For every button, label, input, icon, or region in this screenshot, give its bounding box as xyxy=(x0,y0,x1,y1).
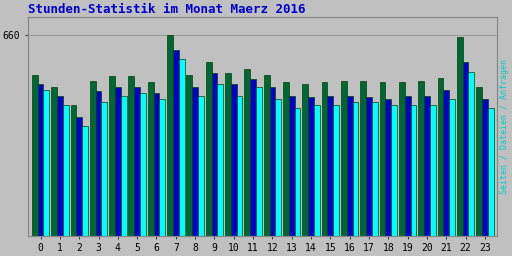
Bar xyxy=(186,75,192,236)
Bar xyxy=(418,81,424,236)
Bar xyxy=(372,102,378,236)
Bar xyxy=(57,96,63,236)
Bar xyxy=(167,35,173,236)
Bar xyxy=(101,102,107,236)
Bar xyxy=(366,98,372,236)
Bar xyxy=(82,126,88,236)
Bar xyxy=(129,76,134,236)
Bar xyxy=(231,84,237,236)
Bar xyxy=(256,87,262,236)
Bar xyxy=(198,96,204,236)
Bar xyxy=(333,105,339,236)
Bar xyxy=(154,93,159,236)
Bar xyxy=(173,50,179,236)
Bar xyxy=(269,87,275,236)
Bar xyxy=(134,87,140,236)
Bar xyxy=(283,82,289,236)
Bar xyxy=(76,117,82,236)
Bar xyxy=(115,87,121,236)
Bar xyxy=(71,105,76,236)
Bar xyxy=(63,105,69,236)
Bar xyxy=(44,90,49,236)
Bar xyxy=(237,96,243,236)
Bar xyxy=(140,93,146,236)
Bar xyxy=(463,62,468,236)
Bar xyxy=(159,99,165,236)
Bar xyxy=(476,87,482,236)
Bar xyxy=(438,78,443,236)
Bar xyxy=(192,87,198,236)
Bar xyxy=(386,99,391,236)
Bar xyxy=(179,59,184,236)
Bar xyxy=(341,81,347,236)
Bar xyxy=(488,108,494,236)
Y-axis label: Seiten / Dateien / Anfragen: Seiten / Dateien / Anfragen xyxy=(500,59,509,194)
Bar xyxy=(250,79,256,236)
Bar xyxy=(391,105,397,236)
Bar xyxy=(449,99,455,236)
Bar xyxy=(303,84,308,236)
Bar xyxy=(218,84,223,236)
Bar xyxy=(314,105,319,236)
Bar xyxy=(443,90,449,236)
Bar xyxy=(404,96,411,236)
Bar xyxy=(482,99,488,236)
Bar xyxy=(96,91,101,236)
Bar xyxy=(457,37,463,236)
Bar xyxy=(90,81,96,236)
Bar xyxy=(38,84,44,236)
Bar xyxy=(289,96,294,236)
Bar xyxy=(275,99,281,236)
Bar xyxy=(468,72,474,236)
Bar xyxy=(294,108,301,236)
Bar xyxy=(225,73,231,236)
Bar xyxy=(399,82,404,236)
Bar xyxy=(51,87,57,236)
Bar xyxy=(379,82,386,236)
Bar xyxy=(353,102,358,236)
Bar xyxy=(244,69,250,236)
Bar xyxy=(121,96,126,236)
Bar xyxy=(360,81,366,236)
Text: Stunden-Statistik im Monat Maerz 2016: Stunden-Statistik im Monat Maerz 2016 xyxy=(28,3,306,16)
Bar xyxy=(322,82,328,236)
Bar xyxy=(32,75,38,236)
Bar xyxy=(206,62,211,236)
Bar xyxy=(109,76,115,236)
Bar xyxy=(308,98,314,236)
Bar xyxy=(211,73,218,236)
Bar xyxy=(264,75,269,236)
Bar xyxy=(424,96,430,236)
Bar xyxy=(430,105,436,236)
Bar xyxy=(347,96,353,236)
Bar xyxy=(148,82,154,236)
Bar xyxy=(411,105,416,236)
Bar xyxy=(328,96,333,236)
